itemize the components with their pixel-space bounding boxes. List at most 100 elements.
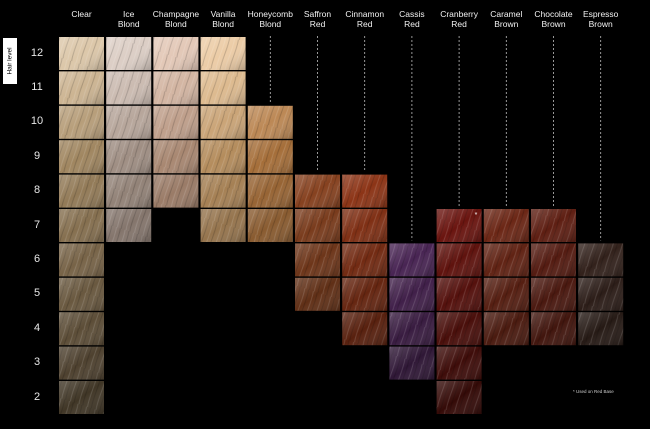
swatch <box>59 346 104 380</box>
column-header-line2: Blond <box>259 19 282 29</box>
footnote: * Used on Red Base <box>573 389 614 394</box>
swatch <box>59 71 104 105</box>
swatch <box>342 312 388 346</box>
swatch <box>59 312 104 346</box>
column-header-line2: Blond <box>117 19 140 29</box>
column-header-line1: Caramel <box>490 9 523 19</box>
column-header-line2: Blond <box>212 19 234 29</box>
swatch-sheen <box>389 277 435 311</box>
swatch-sheen <box>578 312 624 346</box>
column-header-line2: Brown <box>588 19 613 29</box>
swatch-sheen <box>342 312 388 346</box>
column-header-cranberry-red: Cranberry Red <box>429 9 489 29</box>
swatch <box>483 209 529 242</box>
swatch <box>59 174 104 208</box>
swatch-sheen <box>436 209 482 242</box>
column-header-line1: Honeycomb <box>247 9 293 19</box>
swatch-sheen <box>342 174 388 208</box>
swatch <box>531 277 576 311</box>
swatch <box>483 312 529 346</box>
swatch <box>436 381 482 414</box>
swatch-sheen <box>59 37 104 70</box>
swatch <box>342 174 388 208</box>
column-header-caramel-brown: Caramel Brown <box>476 9 536 29</box>
swatch-sheen <box>59 243 104 277</box>
level-label-8: 8 <box>33 184 41 197</box>
swatch-sheen <box>59 71 104 105</box>
column-header-line2: Red <box>309 19 326 29</box>
swatch <box>295 209 340 242</box>
swatch-sheen <box>389 346 435 380</box>
swatch-sheen <box>59 381 104 414</box>
swatch-sheen <box>200 37 246 70</box>
column-header-saffron-red: Saffron Red <box>288 9 348 29</box>
swatch <box>389 312 435 346</box>
column-header-line2: Brown <box>494 19 519 29</box>
column-header-vanilla-blond: Vanilla Blond <box>193 9 253 29</box>
column-header-champagne-blond: Champagne Blond <box>146 9 206 29</box>
swatch-sheen <box>200 174 246 208</box>
column-header-line1: Cinnamon <box>345 9 385 19</box>
swatch <box>295 277 340 311</box>
swatch <box>153 105 199 139</box>
column-header-chocolate-brown: Chocolate Brown <box>524 9 584 29</box>
swatch <box>295 243 340 277</box>
swatch-sheen <box>483 209 529 242</box>
column-header-line1: Ice <box>123 9 135 19</box>
level-label-2: 2 <box>33 390 41 403</box>
swatch <box>153 71 199 105</box>
hair-level-axis-label: Hair level <box>3 38 17 84</box>
swatch-sheen <box>578 243 624 277</box>
swatch-sheen <box>153 140 199 174</box>
swatch-sheen <box>342 277 388 311</box>
column-header-line2: Blond <box>165 19 187 29</box>
column-header-line1: Cassis <box>399 9 425 19</box>
swatch-sheen <box>531 209 576 242</box>
column-header-clear: Clear <box>52 9 112 19</box>
swatch-sheen <box>436 277 482 311</box>
swatch <box>483 277 529 311</box>
level-label-11: 11 <box>31 80 43 93</box>
swatch-sheen <box>389 312 435 346</box>
swatch <box>106 140 152 174</box>
swatch-sheen <box>295 277 340 311</box>
swatch <box>389 243 435 277</box>
swatch <box>578 312 624 346</box>
level-label-9: 9 <box>33 149 41 162</box>
swatch <box>106 37 152 70</box>
swatch-sheen <box>106 71 152 105</box>
swatch <box>59 277 104 311</box>
swatch-sheen <box>578 277 624 311</box>
red-base-marker: * <box>475 212 478 219</box>
swatch-sheen <box>153 37 199 70</box>
swatch <box>342 209 388 242</box>
column-header-line1: Champagne <box>152 9 200 19</box>
swatch <box>59 243 104 277</box>
swatch-sheen <box>200 209 246 242</box>
swatch-sheen <box>59 174 104 208</box>
swatch <box>59 381 104 414</box>
swatch-sheen <box>531 312 576 346</box>
swatch <box>200 174 246 208</box>
swatch <box>295 174 340 208</box>
swatch <box>106 105 152 139</box>
swatch <box>59 209 104 242</box>
swatch-sheen <box>59 209 104 242</box>
column-header-line1: Espresso <box>582 9 619 19</box>
swatch <box>578 243 624 277</box>
swatch <box>153 140 199 174</box>
swatch-sheen <box>389 243 435 277</box>
swatch <box>531 243 576 277</box>
swatch <box>200 71 246 105</box>
swatch-sheen <box>483 312 529 346</box>
swatch <box>200 140 246 174</box>
swatch-sheen <box>247 105 293 139</box>
swatch-sheen <box>59 140 104 174</box>
swatch-sheen <box>153 174 199 208</box>
swatch-sheen <box>247 140 293 174</box>
swatch-sheen <box>531 243 576 277</box>
swatch-sheen <box>436 243 482 277</box>
swatch-sheen <box>436 346 482 380</box>
swatch-sheen <box>200 105 246 139</box>
